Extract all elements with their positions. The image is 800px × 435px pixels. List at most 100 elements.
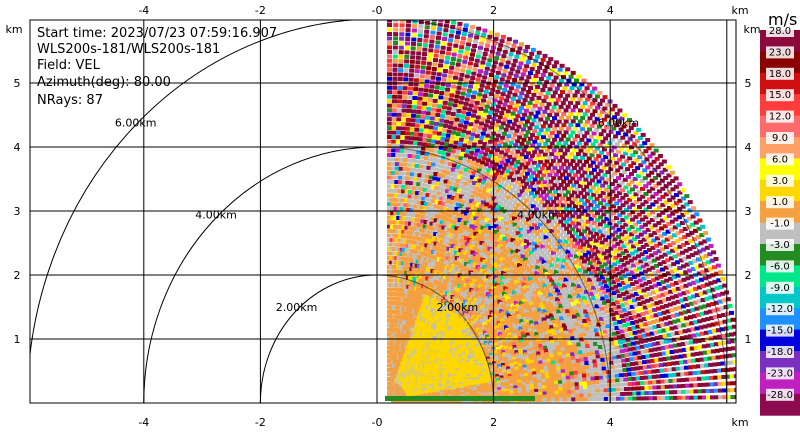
velocity-cell <box>533 256 539 261</box>
velocity-cell <box>426 207 432 211</box>
velocity-cell <box>594 283 600 288</box>
velocity-cell <box>457 198 463 203</box>
velocity-cell <box>419 182 425 187</box>
velocity-cell <box>480 160 486 165</box>
velocity-cell <box>583 323 589 327</box>
velocity-cell <box>599 392 605 397</box>
velocity-cell <box>517 323 523 328</box>
velocity-cell <box>507 341 512 346</box>
velocity-cell <box>425 170 431 175</box>
velocity-cell <box>428 399 434 403</box>
velocity-cell <box>526 392 532 397</box>
velocity-cell <box>557 239 563 244</box>
velocity-cell <box>538 360 544 365</box>
velocity-cell <box>407 199 413 203</box>
velocity-cell <box>481 190 487 195</box>
velocity-cell <box>519 189 525 194</box>
velocity-cell <box>421 196 427 201</box>
velocity-cell <box>500 318 505 323</box>
velocity-cell <box>547 254 553 258</box>
velocity-cell <box>430 143 436 148</box>
velocity-cell <box>438 201 444 205</box>
velocity-cell <box>587 334 593 339</box>
velocity-cell <box>526 241 532 246</box>
velocity-cell <box>395 399 401 403</box>
velocity-cell <box>426 234 432 239</box>
velocity-cell <box>525 273 531 278</box>
velocity-cell <box>422 210 428 215</box>
velocity-cell <box>503 334 509 339</box>
velocity-cell <box>490 370 496 375</box>
velocity-cell <box>534 302 540 307</box>
velocity-cell <box>403 234 409 239</box>
velocity-cell <box>555 257 561 262</box>
velocity-cell <box>408 190 414 195</box>
velocity-cell <box>494 235 500 240</box>
velocity-cell <box>493 367 499 372</box>
velocity-cell <box>616 392 621 397</box>
velocity-cell <box>387 193 392 198</box>
velocity-cell <box>566 243 572 248</box>
velocity-cell <box>570 378 576 383</box>
velocity-cell <box>510 311 516 316</box>
velocity-cell <box>541 353 546 358</box>
velocity-cell <box>578 377 584 382</box>
velocity-cell <box>595 392 601 397</box>
velocity-cell <box>505 311 511 316</box>
velocity-cell <box>526 282 532 287</box>
velocity-cell <box>417 196 423 201</box>
velocity-cell <box>617 363 623 368</box>
velocity-cell <box>494 295 500 300</box>
velocity-cell <box>522 364 528 369</box>
velocity-cell <box>422 224 428 229</box>
velocity-cell <box>575 389 581 394</box>
velocity-cell <box>391 153 397 157</box>
velocity-cell <box>510 243 516 248</box>
velocity-cell <box>575 264 581 269</box>
velocity-cell <box>479 204 484 209</box>
velocity-cell <box>505 388 511 393</box>
velocity-cell <box>535 197 541 202</box>
velocity-cell <box>519 319 525 324</box>
velocity-cell <box>425 211 431 216</box>
velocity-cell <box>506 264 512 269</box>
velocity-cell <box>549 287 555 292</box>
velocity-cell <box>387 197 392 202</box>
velocity-cell <box>517 333 523 338</box>
velocity-cell <box>511 370 517 375</box>
velocity-cell <box>544 303 550 308</box>
velocity-cell <box>563 361 569 366</box>
velocity-cell <box>558 325 564 330</box>
velocity-cell <box>512 380 518 385</box>
velocity-cell <box>493 353 499 358</box>
velocity-cell <box>470 185 476 190</box>
velocity-cell <box>411 190 417 195</box>
velocity-cell <box>543 241 549 246</box>
velocity-cell <box>489 303 495 308</box>
velocity-cell <box>532 290 538 295</box>
velocity-cell <box>424 399 430 403</box>
velocity-cell <box>484 172 490 177</box>
velocity-cell <box>501 389 507 394</box>
velocity-cell <box>508 181 514 186</box>
velocity-cell <box>430 185 436 190</box>
velocity-cell <box>496 329 502 334</box>
velocity-cell <box>572 367 578 372</box>
velocity-cell <box>499 228 505 233</box>
velocity-cell <box>494 198 500 203</box>
velocity-cell <box>396 220 401 225</box>
velocity-cell <box>582 253 588 257</box>
velocity-cell <box>477 244 483 249</box>
velocity-cell <box>428 152 434 157</box>
velocity-cell <box>501 391 507 396</box>
velocity-cell <box>592 279 598 284</box>
velocity-cell <box>488 210 494 215</box>
velocity-cell <box>577 307 583 312</box>
velocity-cell <box>447 166 452 171</box>
velocity-cell <box>575 338 581 343</box>
velocity-cell <box>537 268 543 273</box>
velocity-cell <box>574 335 580 339</box>
velocity-cell <box>551 308 557 313</box>
velocity-cell <box>442 231 448 235</box>
velocity-cell <box>442 183 448 188</box>
